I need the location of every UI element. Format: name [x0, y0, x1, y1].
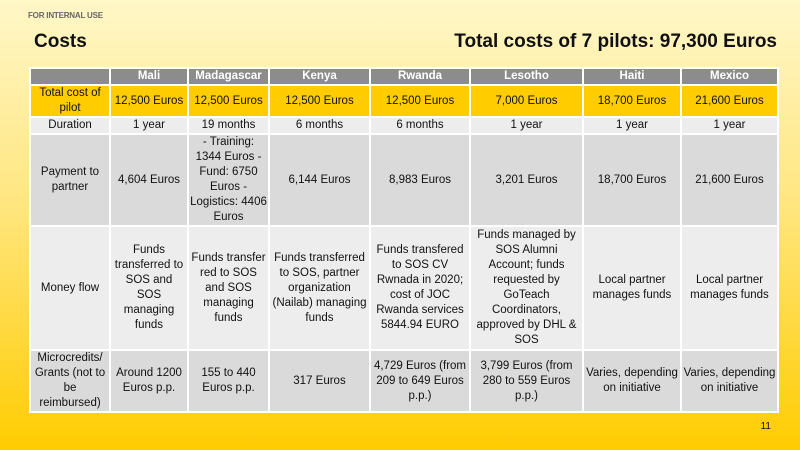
- table-cell: 18,700 Euros: [582, 84, 682, 118]
- table-cell: Local partner manages funds: [582, 225, 682, 351]
- table-cell: Funds transferred to SOS, partner organi…: [268, 225, 371, 351]
- row-label: Microcredits/ Grants (not to be reimburs…: [29, 349, 111, 413]
- column-header: Rwanda: [369, 67, 471, 86]
- table-cell: 6,144 Euros: [268, 133, 371, 227]
- table-cell: Funds transfered to SOS CV Rwnada in 202…: [369, 225, 471, 351]
- classification-label: FOR INTERNAL USE: [28, 11, 103, 20]
- column-header: Madagascar: [187, 67, 270, 86]
- column-header: Mali: [109, 67, 189, 86]
- table-cell: 1 year: [109, 116, 189, 135]
- total-costs-heading: Total costs of 7 pilots: 97,300 Euros: [454, 31, 777, 52]
- table-cell: 6 months: [369, 116, 471, 135]
- row-label: Duration: [29, 116, 111, 135]
- table-row: Duration 1 year 19 months 6 months 6 months 1…: [29, 116, 779, 135]
- row-label: Total cost of pilot: [29, 84, 111, 118]
- table-cell: 3,799 Euros (from 280 to 559 Euros p.p.): [469, 349, 584, 413]
- table-cell: 1 year: [680, 116, 779, 135]
- table-cell: 12,500 Euros: [268, 84, 371, 118]
- table-cell: 155 to 440 Euros p.p.: [187, 349, 270, 413]
- table-cell: Funds managed by SOS Alumni Account; fun…: [469, 225, 584, 351]
- table-cell: Funds transferred to SOS and SOS managin…: [109, 225, 189, 351]
- row-label: Payment to partner: [29, 133, 111, 227]
- table-row: Money flow Funds transferred to SOS and S…: [29, 225, 779, 351]
- table-cell: 1 year: [469, 116, 584, 135]
- table-cell: Funds transfer red to SOS and SOS managi…: [187, 225, 270, 351]
- column-header: [29, 67, 111, 86]
- table-cell: 1 year: [582, 116, 682, 135]
- table-cell: 8,983 Euros: [369, 133, 471, 227]
- table-cell: Varies, depending on initiative: [680, 349, 779, 413]
- table-cell: 6 months: [268, 116, 371, 135]
- table-cell: 12,500 Euros: [187, 84, 270, 118]
- table-cell: 21,600 Euros: [680, 133, 779, 227]
- page-number: 11: [760, 421, 771, 432]
- column-header: Lesotho: [469, 67, 584, 86]
- column-header: Mexico: [680, 67, 779, 86]
- table-cell: 7,000 Euros: [469, 84, 584, 118]
- table-cell: - Training: 1344 Euros - Fund: 6750 Euro…: [187, 133, 270, 227]
- table-cell: Around 1200 Euros p.p.: [109, 349, 189, 413]
- column-header: Kenya: [268, 67, 371, 86]
- table-cell: 3,201 Euros: [469, 133, 584, 227]
- column-header: Haiti: [582, 67, 682, 86]
- table-cell: 12,500 Euros: [369, 84, 471, 118]
- table-cell: 21,600 Euros: [680, 84, 779, 118]
- table-cell: 12,500 Euros: [109, 84, 189, 118]
- table-cell: 317 Euros: [268, 349, 371, 413]
- page-title: Costs: [34, 31, 87, 52]
- row-label: Money flow: [29, 225, 111, 351]
- costs-table: Mali Madagascar Kenya Rwanda Lesotho Haiti Mex…: [29, 67, 779, 413]
- table-row: Payment to partner 4,604 Euros - Training:…: [29, 133, 779, 227]
- table-cell: 18,700 Euros: [582, 133, 682, 227]
- table-cell: Varies, depending on initiative: [582, 349, 682, 413]
- table-cell: 4,729 Euros (from 209 to 649 Euros p.p.): [369, 349, 471, 413]
- table-cell: 4,604 Euros: [109, 133, 189, 227]
- table-cell: 19 months: [187, 116, 270, 135]
- table-cell: Local partner manages funds: [680, 225, 779, 351]
- table-row: Total cost of pilot 12,500 Euros 12,500 Eu…: [29, 84, 779, 118]
- table-header-row: Mali Madagascar Kenya Rwanda Lesotho Haiti Mex…: [29, 67, 779, 86]
- table-row: Microcredits/ Grants (not to be reimburs…: [29, 349, 779, 413]
